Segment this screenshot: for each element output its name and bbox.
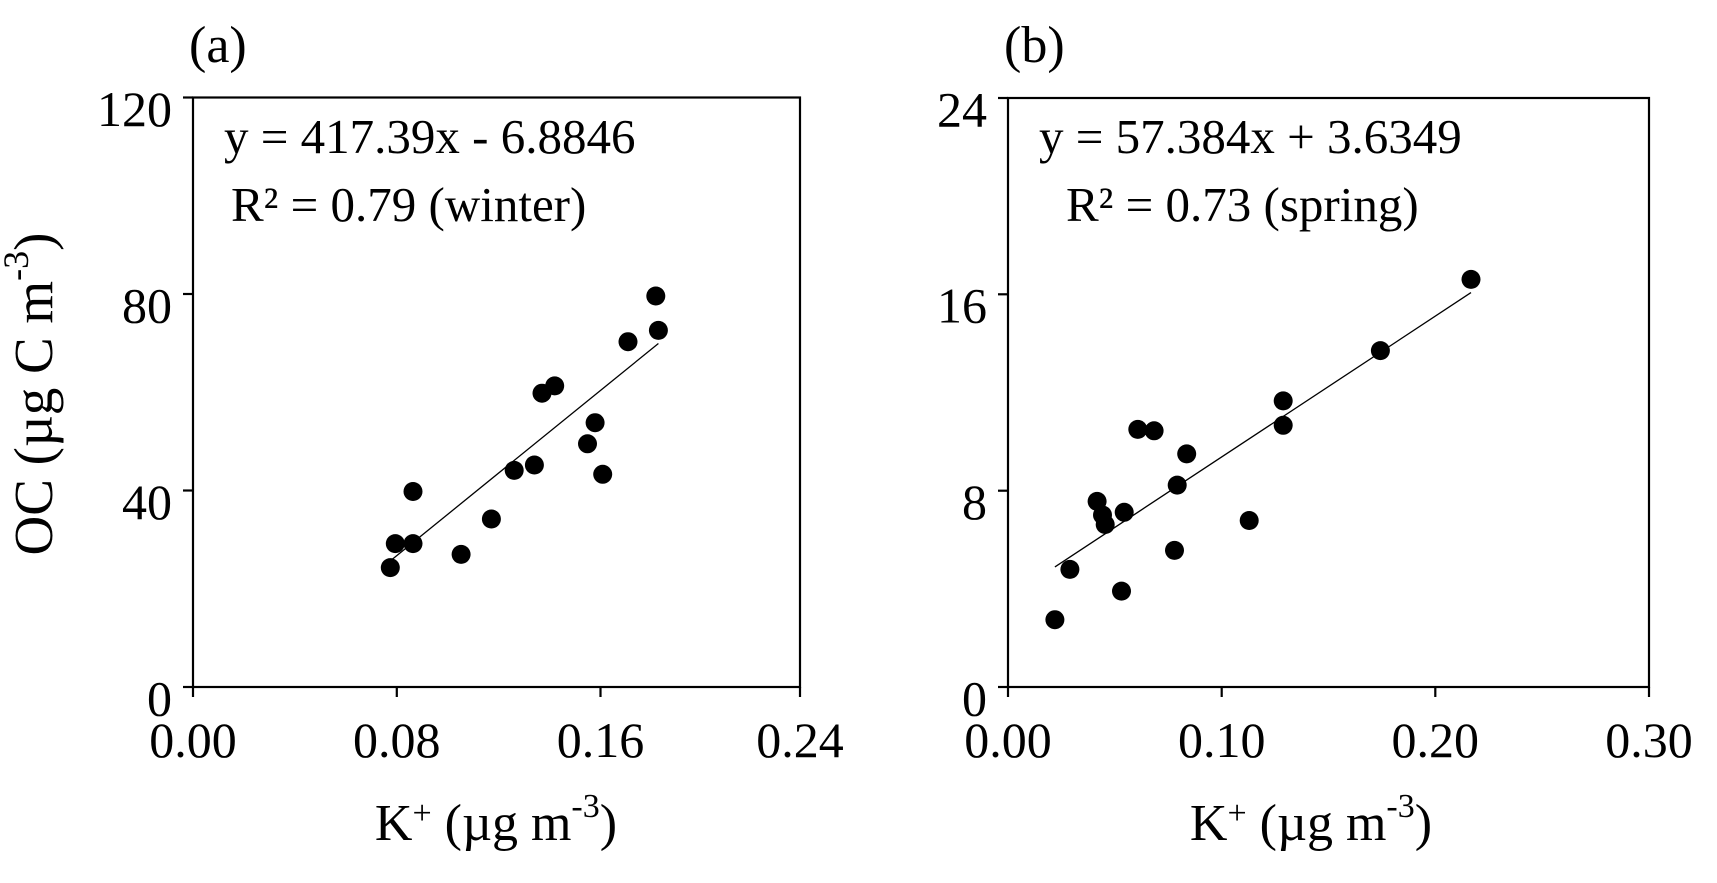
svg-text:OC (µg C m-3): OC (µg C m-3) bbox=[0, 233, 64, 556]
svg-text:8: 8 bbox=[962, 474, 987, 530]
svg-text:0.20: 0.20 bbox=[1392, 712, 1480, 768]
svg-text:80: 80 bbox=[122, 277, 172, 333]
svg-text:40: 40 bbox=[122, 474, 172, 530]
svg-text:120: 120 bbox=[97, 81, 172, 137]
svg-text:0.00: 0.00 bbox=[964, 712, 1052, 768]
svg-text:0.30: 0.30 bbox=[1605, 712, 1693, 768]
svg-text:0.24: 0.24 bbox=[756, 712, 844, 768]
svg-text:24: 24 bbox=[937, 81, 987, 137]
svg-text:16: 16 bbox=[937, 277, 987, 333]
svg-text:y = 417.39x - 6.8846: y = 417.39x - 6.8846 bbox=[224, 109, 635, 164]
svg-text:0.10: 0.10 bbox=[1178, 712, 1266, 768]
svg-text:0.08: 0.08 bbox=[353, 712, 441, 768]
svg-text:R² = 0.73 (spring): R² = 0.73 (spring) bbox=[1066, 177, 1419, 232]
svg-text:R² = 0.79 (winter): R² = 0.79 (winter) bbox=[231, 177, 586, 232]
svg-text:(b): (b) bbox=[1004, 17, 1065, 74]
svg-text:0.00: 0.00 bbox=[149, 712, 237, 768]
svg-text:(a): (a) bbox=[189, 17, 247, 74]
svg-text:0.16: 0.16 bbox=[557, 712, 645, 768]
svg-text:y = 57.384x + 3.6349: y = 57.384x + 3.6349 bbox=[1039, 109, 1462, 164]
